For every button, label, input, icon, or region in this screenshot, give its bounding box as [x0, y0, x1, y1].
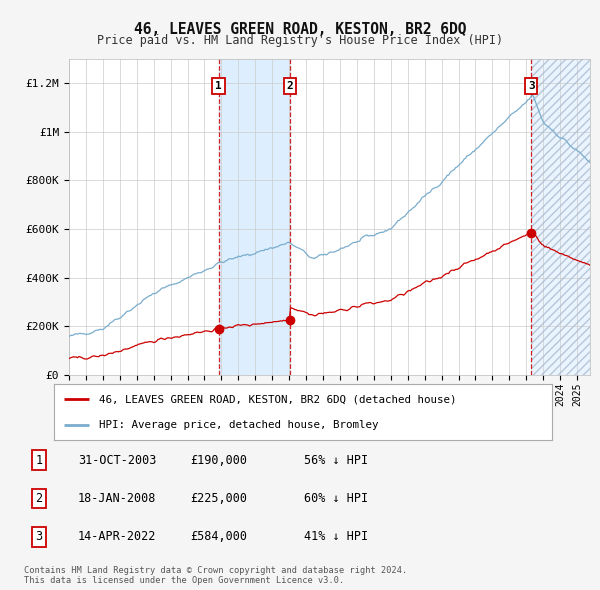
- Text: 1: 1: [215, 81, 222, 91]
- Bar: [218, 59, 290, 375]
- Text: £225,000: £225,000: [191, 492, 248, 505]
- Text: 1: 1: [35, 454, 43, 467]
- Bar: [531, 59, 590, 375]
- Text: 2: 2: [35, 492, 43, 505]
- Text: 46, LEAVES GREEN ROAD, KESTON, BR2 6DQ: 46, LEAVES GREEN ROAD, KESTON, BR2 6DQ: [134, 22, 466, 37]
- Text: £584,000: £584,000: [191, 530, 248, 543]
- Text: 3: 3: [35, 530, 43, 543]
- Text: 14-APR-2022: 14-APR-2022: [78, 530, 156, 543]
- Text: 3: 3: [528, 81, 535, 91]
- Text: 41% ↓ HPI: 41% ↓ HPI: [304, 530, 368, 543]
- Text: 60% ↓ HPI: 60% ↓ HPI: [304, 492, 368, 505]
- Bar: [531, 59, 590, 375]
- Text: £190,000: £190,000: [191, 454, 248, 467]
- Text: 46, LEAVES GREEN ROAD, KESTON, BR2 6DQ (detached house): 46, LEAVES GREEN ROAD, KESTON, BR2 6DQ (…: [99, 394, 457, 404]
- Text: 56% ↓ HPI: 56% ↓ HPI: [304, 454, 368, 467]
- Text: Price paid vs. HM Land Registry's House Price Index (HPI): Price paid vs. HM Land Registry's House …: [97, 34, 503, 47]
- Text: 31-OCT-2003: 31-OCT-2003: [78, 454, 156, 467]
- Text: HPI: Average price, detached house, Bromley: HPI: Average price, detached house, Brom…: [99, 420, 379, 430]
- Text: 2: 2: [287, 81, 293, 91]
- Text: 18-JAN-2008: 18-JAN-2008: [78, 492, 156, 505]
- Text: Contains HM Land Registry data © Crown copyright and database right 2024.
This d: Contains HM Land Registry data © Crown c…: [24, 566, 407, 585]
